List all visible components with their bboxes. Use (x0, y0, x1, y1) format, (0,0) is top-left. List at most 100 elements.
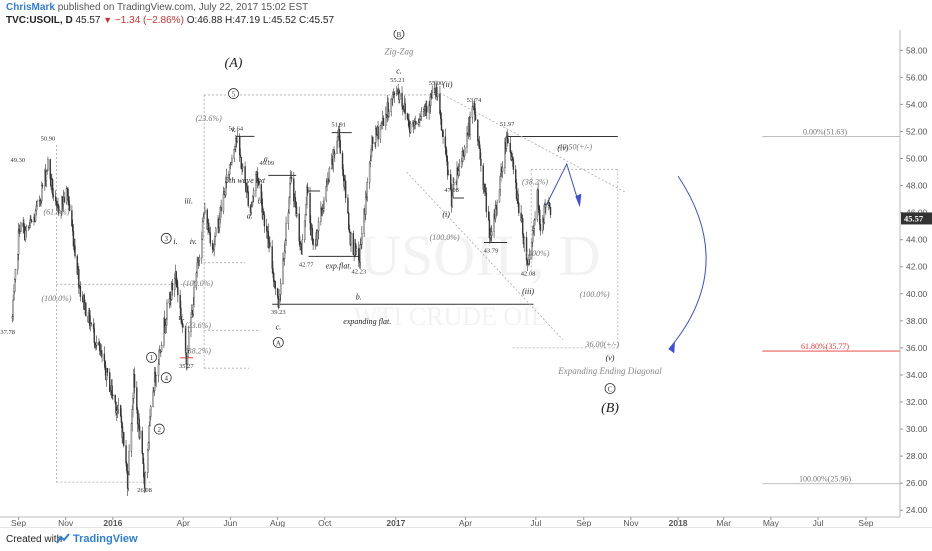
candle[interactable] (133, 367, 136, 393)
candle[interactable] (202, 213, 205, 223)
candle[interactable] (273, 271, 275, 288)
candle[interactable] (63, 191, 65, 204)
candle[interactable] (456, 161, 458, 191)
candle[interactable] (509, 136, 512, 154)
candle[interactable] (228, 164, 231, 181)
candle[interactable] (128, 444, 130, 476)
candle[interactable] (507, 133, 509, 144)
candle[interactable] (420, 107, 423, 121)
candle[interactable] (487, 205, 490, 222)
candle[interactable] (361, 225, 363, 249)
candle[interactable] (271, 239, 273, 274)
candle[interactable] (175, 270, 177, 288)
candle[interactable] (344, 175, 347, 204)
candlestick-series[interactable] (11, 80, 552, 496)
candle[interactable] (127, 471, 130, 492)
candle[interactable] (402, 105, 404, 116)
candle[interactable] (382, 115, 385, 126)
candle[interactable] (106, 367, 109, 377)
candle[interactable] (263, 211, 266, 233)
candle[interactable] (187, 345, 189, 365)
candle[interactable] (446, 155, 449, 180)
candle[interactable] (74, 238, 76, 259)
candle[interactable] (450, 169, 452, 192)
candle[interactable] (209, 226, 212, 247)
candle[interactable] (301, 234, 304, 255)
candle[interactable] (94, 341, 96, 349)
candle[interactable] (45, 169, 48, 188)
candle[interactable] (482, 163, 484, 195)
candle[interactable] (303, 220, 306, 243)
candle[interactable] (296, 206, 298, 219)
candle[interactable] (220, 199, 222, 218)
candle[interactable] (380, 122, 382, 130)
candle[interactable] (148, 421, 150, 450)
candle[interactable] (440, 112, 443, 131)
candle[interactable] (155, 374, 157, 388)
candle[interactable] (439, 86, 441, 116)
candle[interactable] (341, 150, 344, 177)
candle[interactable] (294, 190, 297, 208)
candle[interactable] (526, 257, 529, 272)
candle[interactable] (285, 216, 287, 246)
candle[interactable] (348, 211, 350, 231)
candle[interactable] (436, 83, 438, 101)
candle[interactable] (390, 98, 392, 117)
candle[interactable] (103, 346, 106, 368)
candle[interactable] (146, 448, 149, 479)
candle[interactable] (493, 209, 495, 238)
candle[interactable] (469, 111, 471, 140)
candle[interactable] (304, 213, 307, 228)
candle[interactable] (320, 201, 322, 226)
candle[interactable] (474, 108, 477, 121)
candle[interactable] (142, 452, 144, 464)
candle[interactable] (525, 231, 528, 266)
candle[interactable] (240, 156, 242, 170)
candle[interactable] (144, 471, 147, 493)
candle[interactable] (393, 91, 396, 103)
candle[interactable] (17, 222, 20, 261)
candle[interactable] (79, 281, 82, 302)
candle[interactable] (278, 299, 280, 309)
candle[interactable] (158, 345, 160, 366)
candle[interactable] (545, 203, 547, 215)
author-link[interactable]: ChrisMark (6, 2, 55, 13)
candle[interactable] (312, 237, 314, 251)
candle[interactable] (282, 252, 284, 285)
candle[interactable] (352, 230, 355, 255)
candle[interactable] (283, 243, 286, 266)
candle[interactable] (22, 216, 24, 234)
candle[interactable] (369, 155, 372, 168)
candle[interactable] (19, 224, 21, 234)
candle[interactable] (13, 284, 15, 301)
candle[interactable] (543, 202, 546, 225)
candle[interactable] (429, 92, 432, 114)
candle[interactable] (198, 254, 201, 267)
candle[interactable] (101, 349, 103, 363)
candle[interactable] (157, 359, 160, 383)
candle[interactable] (359, 238, 362, 269)
candle[interactable] (160, 351, 162, 357)
candle[interactable] (485, 187, 488, 218)
candle[interactable] (180, 300, 182, 324)
candle[interactable] (41, 181, 43, 204)
candle[interactable] (132, 392, 134, 418)
price-chart[interactable]: USOIL, D WTI CRUDE OIL 37.7849.3050.9026… (0, 30, 932, 527)
candle[interactable] (165, 317, 167, 333)
candle[interactable] (494, 200, 497, 223)
candle[interactable] (531, 238, 533, 260)
candle[interactable] (515, 165, 517, 189)
candle[interactable] (442, 129, 444, 144)
candle[interactable] (13, 277, 16, 294)
symbol-label[interactable]: TVC:USOIL, D (6, 15, 73, 26)
candle[interactable] (204, 202, 206, 216)
candle[interactable] (337, 130, 339, 149)
candle[interactable] (272, 260, 274, 279)
candle[interactable] (395, 86, 398, 96)
candle[interactable] (166, 299, 168, 326)
candle[interactable] (211, 240, 214, 254)
candle[interactable] (225, 168, 228, 189)
candle[interactable] (452, 177, 454, 199)
candle[interactable] (401, 86, 403, 110)
candle[interactable] (539, 219, 542, 236)
